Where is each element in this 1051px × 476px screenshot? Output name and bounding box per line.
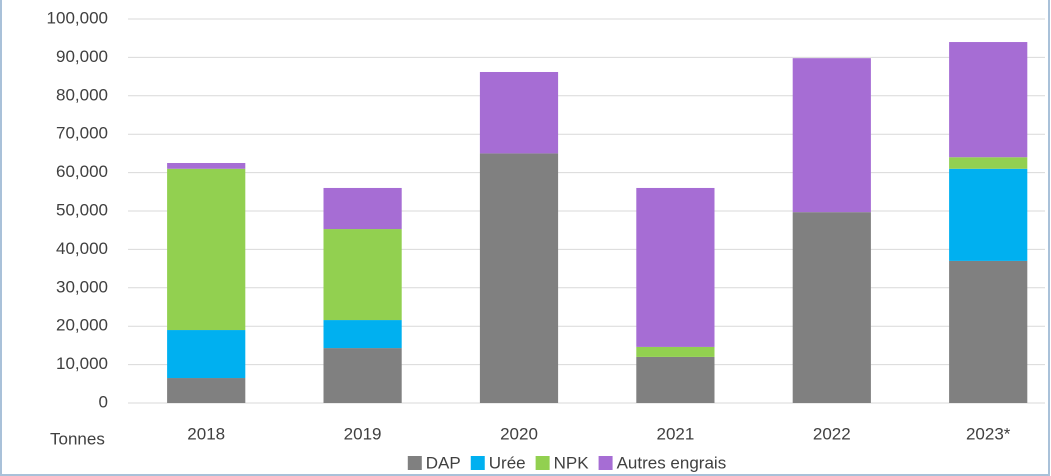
bar-segment xyxy=(167,378,246,403)
y-axis-label: Tonnes xyxy=(50,429,105,448)
bar-segment xyxy=(949,42,1028,158)
y-tick-label: 70,000 xyxy=(56,124,108,143)
legend-swatch xyxy=(470,456,485,470)
y-tick-label: 100,000 xyxy=(47,8,108,27)
y-tick-label: 80,000 xyxy=(56,85,108,104)
bar-segment xyxy=(323,229,402,321)
x-tick-label: 2022 xyxy=(813,424,851,443)
bar-segment xyxy=(636,356,715,403)
legend-swatch xyxy=(598,456,613,470)
y-tick-label: 30,000 xyxy=(56,277,108,296)
x-tick-label: 2023* xyxy=(966,424,1011,443)
x-tick-label: 2020 xyxy=(500,424,538,443)
bar-segment xyxy=(792,58,871,213)
y-tick-label: 60,000 xyxy=(56,162,108,181)
bar-segment xyxy=(323,348,402,403)
x-tick-label: 2018 xyxy=(187,424,225,443)
bar-segment xyxy=(636,346,715,357)
bar-segment xyxy=(949,157,1028,169)
y-tick-label: 40,000 xyxy=(56,239,108,258)
y-tick-label: 0 xyxy=(99,392,108,411)
bar-segment xyxy=(323,187,402,230)
bar-segment xyxy=(479,71,559,154)
bar-segment xyxy=(479,153,559,403)
bar-segment xyxy=(949,168,1028,261)
bar-segment xyxy=(323,320,402,349)
x-tick-label: 2019 xyxy=(344,424,382,443)
y-tick-label: 50,000 xyxy=(56,200,108,219)
bar-segment xyxy=(949,260,1028,403)
bar-segment xyxy=(167,168,246,331)
bar-segment xyxy=(792,212,871,403)
legend-label: DAP xyxy=(426,453,461,472)
y-tick-label: 90,000 xyxy=(56,47,108,66)
x-tick-label: 2021 xyxy=(656,424,694,443)
bar-segment xyxy=(636,187,715,347)
bar-segment xyxy=(167,330,246,379)
y-tick-label: 10,000 xyxy=(56,354,108,373)
legend-label: Urée xyxy=(489,453,526,472)
legend-label: Autres engrais xyxy=(617,453,727,472)
legend-swatch xyxy=(407,456,422,470)
legend-label: NPK xyxy=(554,453,590,472)
bar-segment xyxy=(167,163,246,169)
legend-swatch xyxy=(535,456,550,470)
y-tick-label: 20,000 xyxy=(56,316,108,335)
